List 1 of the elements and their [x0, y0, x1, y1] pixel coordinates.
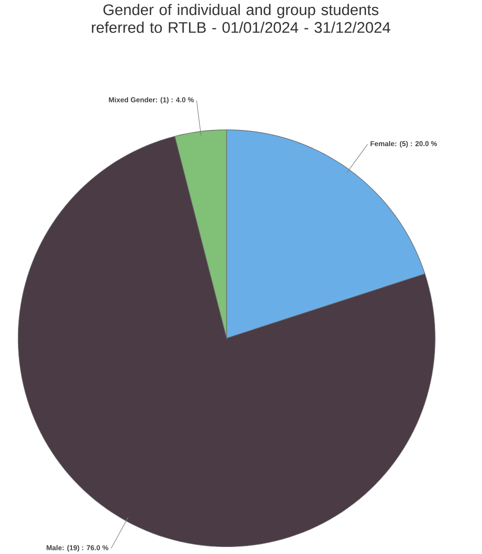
chart-title: Gender of individual and group students referred to RTLB - 01/01/2024 - 31/12/2024 — [92, 4, 390, 33]
